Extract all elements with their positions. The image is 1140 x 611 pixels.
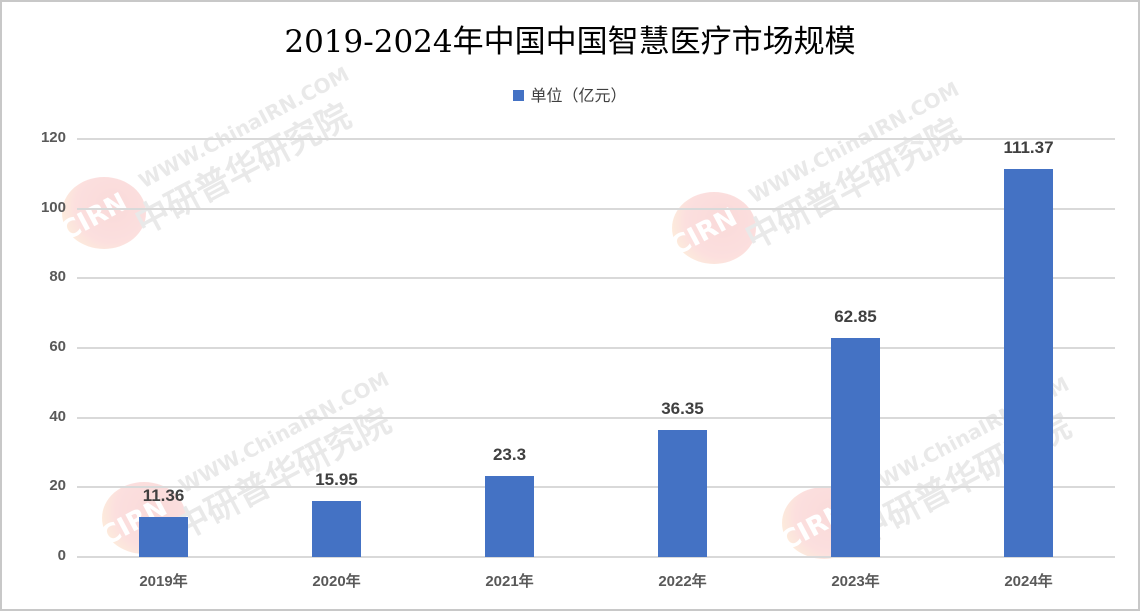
data-label: 62.85	[834, 307, 877, 327]
data-label: 23.3	[492, 444, 527, 464]
y-axis-tick-label: 120	[40, 129, 66, 146]
bar-2020年[interactable]	[312, 501, 361, 557]
watermark-name: 中研普华研究院	[128, 96, 358, 244]
bar-2019年[interactable]	[139, 517, 188, 557]
bar-2024年[interactable]	[1004, 169, 1053, 557]
y-axis-tick-label: 100	[40, 198, 66, 216]
gridline	[77, 277, 1115, 280]
legend-label: 单位（亿元）	[530, 86, 627, 105]
x-axis-tick-label: 2024年	[1004, 573, 1053, 590]
bar-2023年[interactable]	[831, 338, 880, 557]
gridline	[77, 347, 1115, 349]
legend-swatch-icon	[513, 90, 525, 101]
gridline	[77, 416, 1115, 419]
data-label: 111.37	[1003, 138, 1054, 158]
x-axis-tick-label: 2022年	[658, 573, 707, 590]
x-axis-tick-label: 2021年	[485, 573, 534, 590]
x-axis-tick-label: 2020年	[312, 573, 361, 590]
watermark-name: 中研普华研究院	[738, 111, 968, 259]
x-axis-tick-label: 2023年	[831, 573, 880, 590]
watermark-logo-text: CIRN	[55, 187, 133, 247]
gridline	[77, 138, 1115, 140]
watermark-logo-icon	[672, 192, 756, 264]
gridline	[77, 486, 1115, 489]
watermark-logo-text: CIRN	[665, 202, 743, 262]
y-axis-tick-label: 40	[49, 407, 66, 425]
bar-2021年[interactable]	[485, 475, 534, 557]
gridline	[77, 207, 1115, 210]
legend: 单位（亿元）	[2, 82, 1138, 106]
data-label: 36.35	[661, 399, 704, 419]
data-label: 11.36	[142, 486, 185, 506]
y-axis-tick-label: 0	[57, 547, 66, 564]
y-axis-tick-label: 60	[49, 338, 66, 355]
watermark-logo-icon	[62, 177, 146, 249]
y-axis-tick-label: 80	[49, 268, 66, 286]
x-axis-tick-label: 2019年	[139, 573, 188, 590]
bar-2022年[interactable]	[658, 430, 707, 557]
data-label: 15.95	[315, 470, 358, 490]
chart-title: 2019-2024年中国中国智慧医疗市场规模	[284, 24, 856, 60]
gridline	[77, 556, 1115, 558]
y-axis-tick-label: 20	[49, 477, 66, 495]
